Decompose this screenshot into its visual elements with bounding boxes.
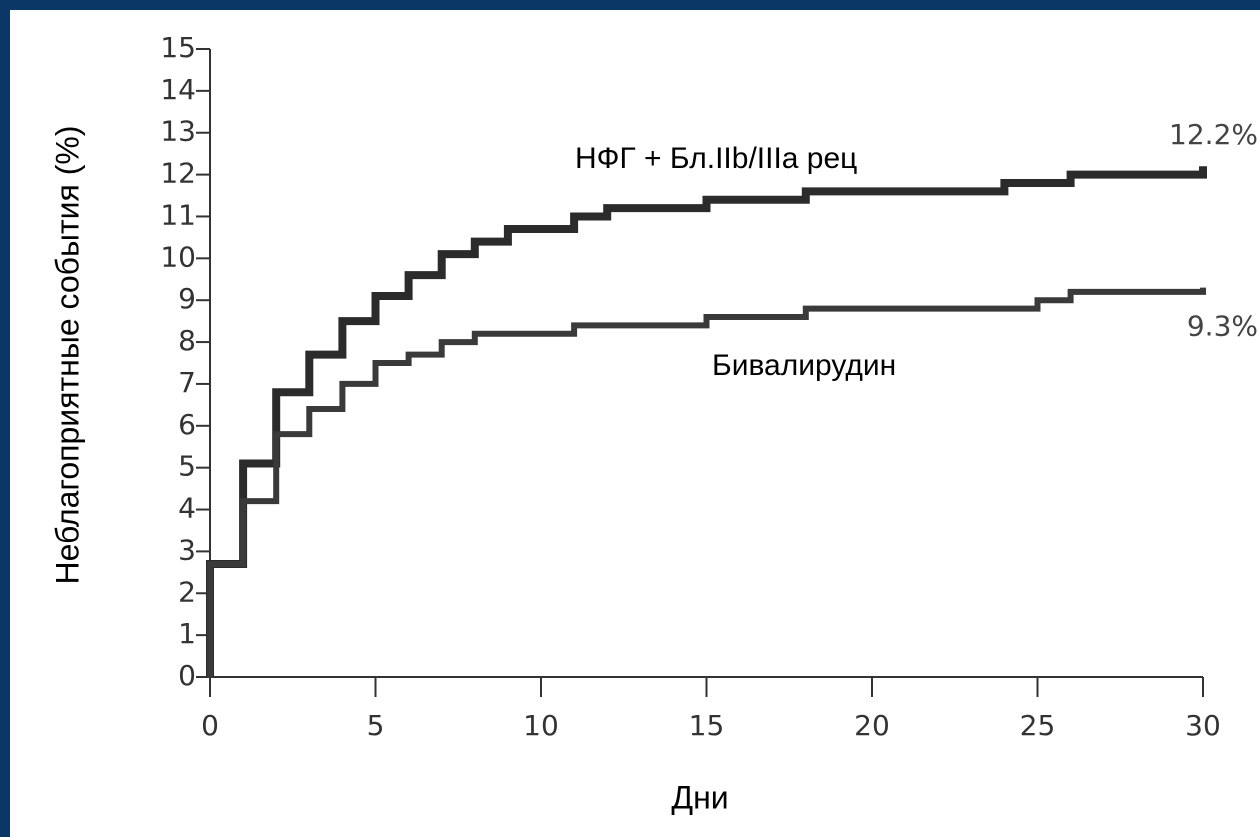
step-line [207, 287, 1206, 677]
y-tick-label: 14 [160, 73, 196, 106]
y-tick-label: 10 [160, 240, 196, 273]
y-tick-label: 3 [178, 533, 196, 566]
x-tick-label: 0 [201, 709, 219, 742]
y-tick-label: 11 [160, 198, 196, 231]
series-label: Бивалирудин [712, 349, 896, 382]
y-tick-label: 0 [178, 659, 196, 692]
y-tick-label: 8 [178, 324, 196, 357]
x-tick-label: 25 [1020, 709, 1056, 742]
y-tick-label: 5 [178, 450, 196, 483]
y-tick-label: 4 [178, 492, 196, 525]
y-tick-label: 9 [178, 282, 196, 315]
x-tick-label: 5 [367, 709, 385, 742]
end-value-label: 9.3% [1187, 310, 1258, 343]
x-axis-label: Дни [671, 779, 728, 815]
y-tick-label: 15 [160, 31, 196, 64]
plot-background [10, 10, 1260, 837]
y-tick-label: 1 [178, 617, 196, 650]
y-tick-label: 6 [178, 408, 196, 441]
x-tick-label: 20 [854, 709, 890, 742]
y-tick-label: 2 [178, 575, 196, 608]
y-tick-label: 12 [160, 157, 196, 190]
y-axis-label: Неблагоприятные события (%) [49, 125, 85, 584]
y-tick-label: 13 [160, 115, 196, 148]
series-label: НФГ + Бл.IIb/IIIa рец [575, 142, 857, 175]
y-tick-label: 7 [178, 366, 196, 399]
step-line [206, 166, 1207, 677]
end-value-label: 12.2% [1169, 118, 1258, 151]
x-tick-label: 30 [1185, 709, 1221, 742]
x-tick-label: 10 [523, 709, 559, 742]
x-tick-label: 15 [689, 709, 725, 742]
